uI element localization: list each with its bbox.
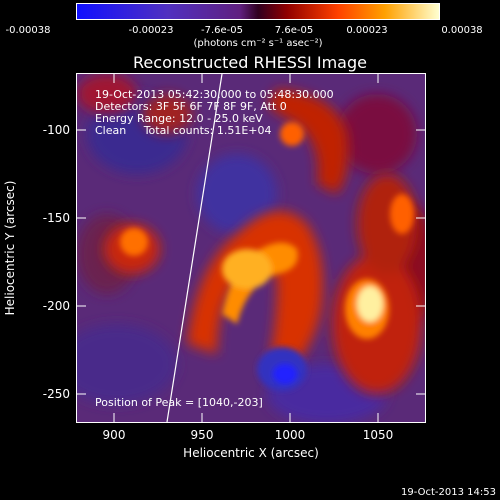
info-time-range: 19-Oct-2013 05:42:30.000 to 05:48:30.000	[95, 88, 334, 101]
x-axis-label: Heliocentric X (arcsec)	[183, 446, 319, 460]
x-tick-label: 950	[190, 428, 214, 442]
info-peak-position: Position of Peak = [1040,-203]	[95, 396, 263, 409]
colorbar-unit-label: (photons cm⁻² s⁻¹ asec⁻²)	[193, 38, 323, 49]
info-clean-counts: Clean Total counts: 1.51E+04	[95, 124, 272, 137]
plot-title: Reconstructed RHESSI Image	[133, 53, 367, 72]
colorbar-tick-label: -7.6e-05	[201, 25, 243, 36]
negative-region	[257, 347, 307, 391]
x-tick-label: 1000	[274, 428, 306, 442]
image-plot-area	[76, 73, 426, 423]
colorbar	[76, 3, 440, 20]
colorbar-tick-label: 0.00038	[441, 25, 483, 36]
info-detectors: Detectors: 3F 5F 6F 7F 8F 9F, Att 0	[95, 100, 287, 113]
y-tick-label: -250	[42, 387, 70, 401]
axis-ticks	[76, 73, 426, 423]
colorbar-tick-label: 7.6e-05	[274, 25, 314, 36]
y-axis-label: Heliocentric Y (arcsec)	[3, 180, 17, 316]
solar-limb-line	[166, 74, 223, 422]
y-tick-label: -100	[42, 123, 70, 137]
footer-timestamp: 19-Oct-2013 14:53	[401, 487, 496, 498]
x-tick-label: 900	[102, 428, 126, 442]
colorbar-tick-label: -0.00023	[128, 25, 174, 36]
bright-sources	[120, 122, 414, 339]
colorbar-tick-label: -0.00038	[5, 25, 51, 36]
x-tick-label: 1050	[362, 428, 394, 442]
info-energy-range: Energy Range: 12.0 - 25.0 keV	[95, 112, 263, 125]
y-tick-label: -150	[42, 211, 70, 225]
colorbar-tick-label: 0.00023	[346, 25, 388, 36]
colorbar-gradient	[77, 4, 439, 19]
solar-image	[77, 74, 425, 422]
y-tick-label: -200	[42, 299, 70, 313]
